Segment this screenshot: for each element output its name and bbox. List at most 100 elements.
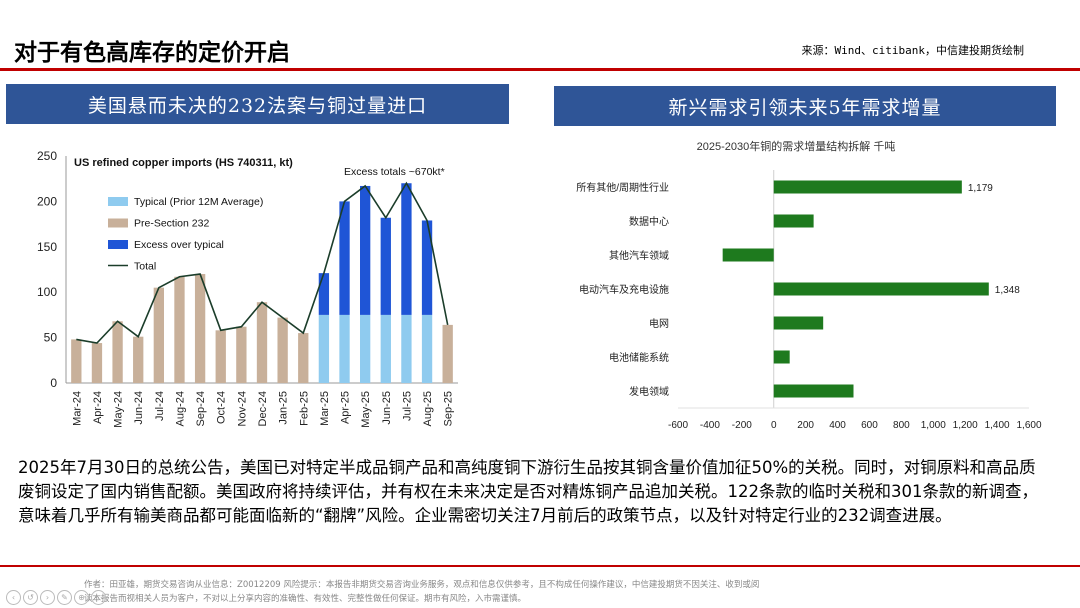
x-tick-label: 200 (797, 420, 814, 431)
bar-segment (91, 343, 103, 383)
edit-icon[interactable]: ✎ (57, 590, 72, 605)
bar-segment (71, 339, 82, 383)
x-tick-label: Mar-24 (71, 391, 83, 426)
x-tick-label: Apr-25 (340, 391, 352, 424)
bar-segment (174, 276, 185, 383)
category-label: 电网 (649, 317, 669, 330)
category-label: 电动汽车及充电设施 (579, 283, 669, 296)
x-tick-label: Oct-24 (216, 391, 228, 424)
x-tick-label: -400 (700, 420, 720, 431)
category-label: 所有其他/周期性行业 (576, 181, 669, 194)
page-title: 对于有色高库存的定价开启 (14, 39, 290, 66)
next-icon[interactable]: › (40, 590, 55, 605)
data-label: 1,348 (995, 285, 1020, 296)
x-tick-label: Aug-24 (174, 391, 186, 426)
x-tick-label: 1,400 (985, 420, 1010, 431)
x-tick-label: -600 (668, 420, 688, 431)
y-tick-label: 200 (37, 194, 57, 208)
y-tick-label: 250 (37, 149, 57, 163)
prev-icon[interactable]: ‹ (6, 590, 21, 605)
bar (722, 248, 774, 262)
bar-segment (360, 185, 371, 315)
legend-label: Excess over typical (134, 239, 224, 251)
bar-segment (277, 317, 288, 383)
chart-annotation: Excess totals ~670kt* (344, 166, 445, 178)
data-label: 1,179 (968, 183, 993, 194)
total-line (76, 181, 449, 344)
bar-segment (318, 273, 330, 315)
footer-line-1: 作者：田亚雄，期货交易咨询从业信息：Z0012209 风险提示：本报告非期货交易… (84, 580, 760, 590)
legend-swatch (108, 240, 128, 249)
y-tick-label: 100 (37, 285, 57, 299)
x-tick-label: Apr-24 (92, 391, 104, 424)
zoom-icon[interactable]: ⊕ (74, 590, 89, 605)
x-tick-label: May-24 (113, 391, 125, 428)
bar-segment (256, 302, 268, 383)
y-tick-label: 0 (50, 376, 57, 390)
bar-segment (194, 274, 206, 383)
bar-segment (153, 287, 164, 383)
legend-label: Typical (Prior 12M Average) (134, 196, 263, 208)
bar (773, 180, 962, 194)
x-tick-label: -200 (732, 420, 752, 431)
footer-disclaimer: 作者：田亚雄，期货交易咨询从业信息：Z0012209 风险提示：本报告非期货交易… (84, 578, 1044, 606)
bar (773, 214, 814, 228)
x-tick-label: 400 (829, 420, 846, 431)
legend-swatch (108, 197, 128, 206)
bar-segment (236, 326, 247, 383)
x-tick-label: Jun-25 (381, 391, 393, 425)
source-note: 来源：Wind、citibank，中信建投期货绘制 (801, 44, 1024, 57)
bar-segment (442, 324, 453, 383)
x-tick-label: Sep-24 (195, 391, 207, 426)
x-tick-label: 1,600 (1016, 420, 1041, 431)
category-label: 其他汽车领域 (609, 249, 669, 262)
right-panel-header: 新兴需求引领未来5年需求增量 (554, 86, 1056, 126)
bar-segment (215, 330, 226, 383)
bar-segment (380, 314, 391, 383)
y-tick-label: 150 (37, 240, 57, 254)
bar-segment (421, 220, 433, 315)
x-tick-label: Feb-25 (298, 391, 310, 426)
back-icon[interactable]: ↺ (23, 590, 38, 605)
y-tick-label: 50 (44, 331, 58, 345)
more-icon[interactable]: ⋯ (91, 590, 106, 605)
title-rule (0, 68, 1080, 71)
left-panel-header: 美国悬而未决的232法案与铜过量进口 (6, 84, 509, 124)
x-tick-label: 600 (861, 420, 878, 431)
bar-segment (360, 314, 371, 383)
x-tick-label: May-25 (360, 391, 372, 428)
bar-segment (133, 336, 144, 383)
legend-label: Pre-Section 232 (134, 218, 209, 230)
legend-label: Total (134, 261, 156, 273)
x-tick-label: Jul-24 (154, 391, 166, 421)
bar (773, 282, 989, 296)
chart-title: 2025-2030年铜的需求增量结构拆解 千吨 (697, 139, 896, 153)
bar-segment (401, 314, 412, 383)
bar-segment (380, 217, 391, 315)
x-tick-label: Aug-25 (422, 391, 434, 426)
x-tick-label: Sep-25 (443, 391, 455, 426)
category-label: 电池储能系统 (609, 351, 669, 364)
category-label: 数据中心 (629, 215, 669, 228)
legend-swatch (108, 218, 128, 228)
x-tick-label: Jun-24 (133, 391, 145, 425)
x-tick-label: 1,000 (921, 420, 946, 431)
bar (773, 350, 790, 364)
bar-segment (339, 201, 350, 315)
bar (773, 384, 854, 398)
slide-nav[interactable]: ‹ ↺ › ✎ ⊕ ⋯ (6, 590, 106, 605)
bar-segment (401, 183, 412, 315)
x-tick-label: Jan-25 (278, 391, 290, 425)
copper-imports-chart: 0 50 100 150 200 250 Mar-24 Apr-24 May-24 Jun-24 J… (37, 149, 458, 428)
x-tick-label: 1,200 (953, 420, 978, 431)
category-label: 发电领域 (629, 385, 669, 398)
x-tick-label: Dec-24 (257, 391, 269, 426)
bar (773, 316, 824, 330)
bottom-rule (0, 565, 1080, 567)
x-tick-label: 0 (771, 420, 777, 431)
footer-line-2: 读本报告而视相关人员为客户，不对以上分享内容的准确性、有效性、完整性做任何保证。… (84, 594, 527, 604)
bar-segment (421, 314, 433, 383)
x-tick-label: Mar-25 (319, 391, 331, 426)
bar-segment (339, 314, 350, 383)
